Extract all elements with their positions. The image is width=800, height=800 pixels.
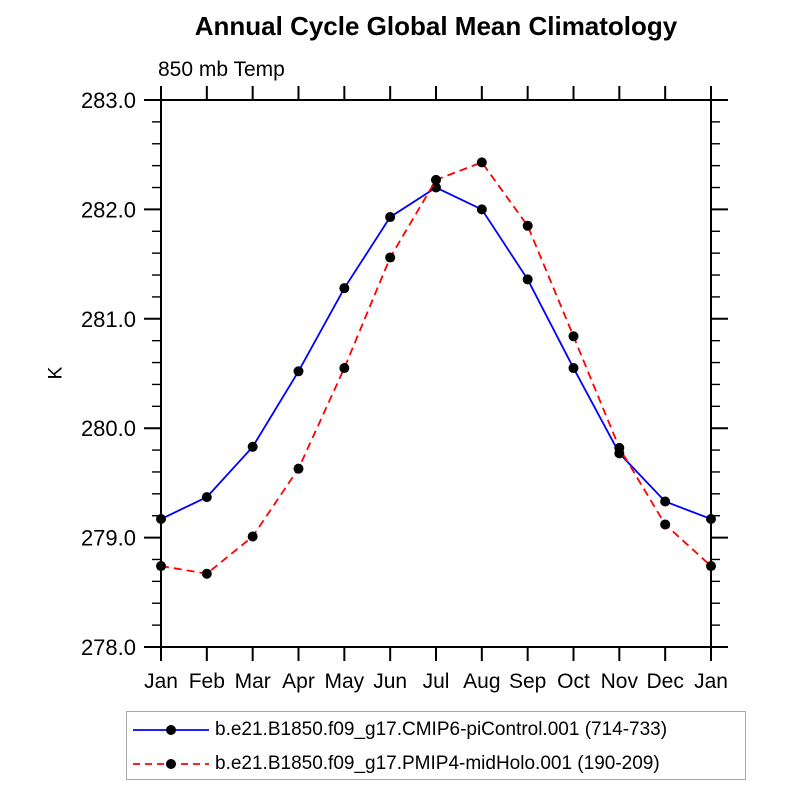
svg-text:283.0: 283.0 (81, 88, 136, 113)
plot-area: 278.0 279.0 280.0 281.0 282.0 283.0 Jan Feb Mar A… (81, 86, 728, 693)
svg-text:278.0: 278.0 (81, 635, 136, 660)
svg-text:279.0: 279.0 (81, 526, 136, 551)
svg-text:Nov: Nov (601, 670, 639, 693)
svg-text:Jun: Jun (373, 670, 407, 693)
legend-line-sample-dashed (133, 759, 209, 769)
chart-subtitle: 850 mb Temp (158, 58, 285, 81)
svg-text:Feb: Feb (189, 670, 225, 693)
svg-text:Dec: Dec (646, 670, 683, 693)
legend-label-piControl: b.e21.B1850.f09_g17.CMIP6-piControl.001 … (215, 719, 668, 740)
svg-text:Apr: Apr (282, 670, 315, 693)
svg-text:Oct: Oct (557, 670, 590, 693)
svg-text:Jan: Jan (144, 670, 178, 693)
svg-text:281.0: 281.0 (81, 307, 136, 332)
svg-text:May: May (324, 670, 364, 693)
svg-text:280.0: 280.0 (81, 416, 136, 441)
legend-entry-piControl: b.e21.B1850.f09_g17.CMIP6-piControl.001 … (130, 719, 668, 740)
legend-entry-midHolo: b.e21.B1850.f09_g17.PMIP4-midHolo.001 (1… (130, 753, 660, 774)
legend-label-midHolo: b.e21.B1850.f09_g17.PMIP4-midHolo.001 (1… (215, 753, 660, 774)
svg-text:Jul: Jul (423, 670, 450, 693)
legend-line-sample-solid (133, 725, 209, 735)
svg-text:282.0: 282.0 (81, 197, 136, 222)
chart-title: Annual Cycle Global Mean Climatology (194, 11, 678, 41)
svg-text:Jan: Jan (694, 670, 728, 693)
svg-text:Mar: Mar (235, 670, 271, 693)
legend: b.e21.B1850.f09_g17.CMIP6-piControl.001 … (126, 711, 746, 780)
svg-text:Aug: Aug (463, 670, 500, 693)
svg-text:Sep: Sep (509, 670, 546, 693)
